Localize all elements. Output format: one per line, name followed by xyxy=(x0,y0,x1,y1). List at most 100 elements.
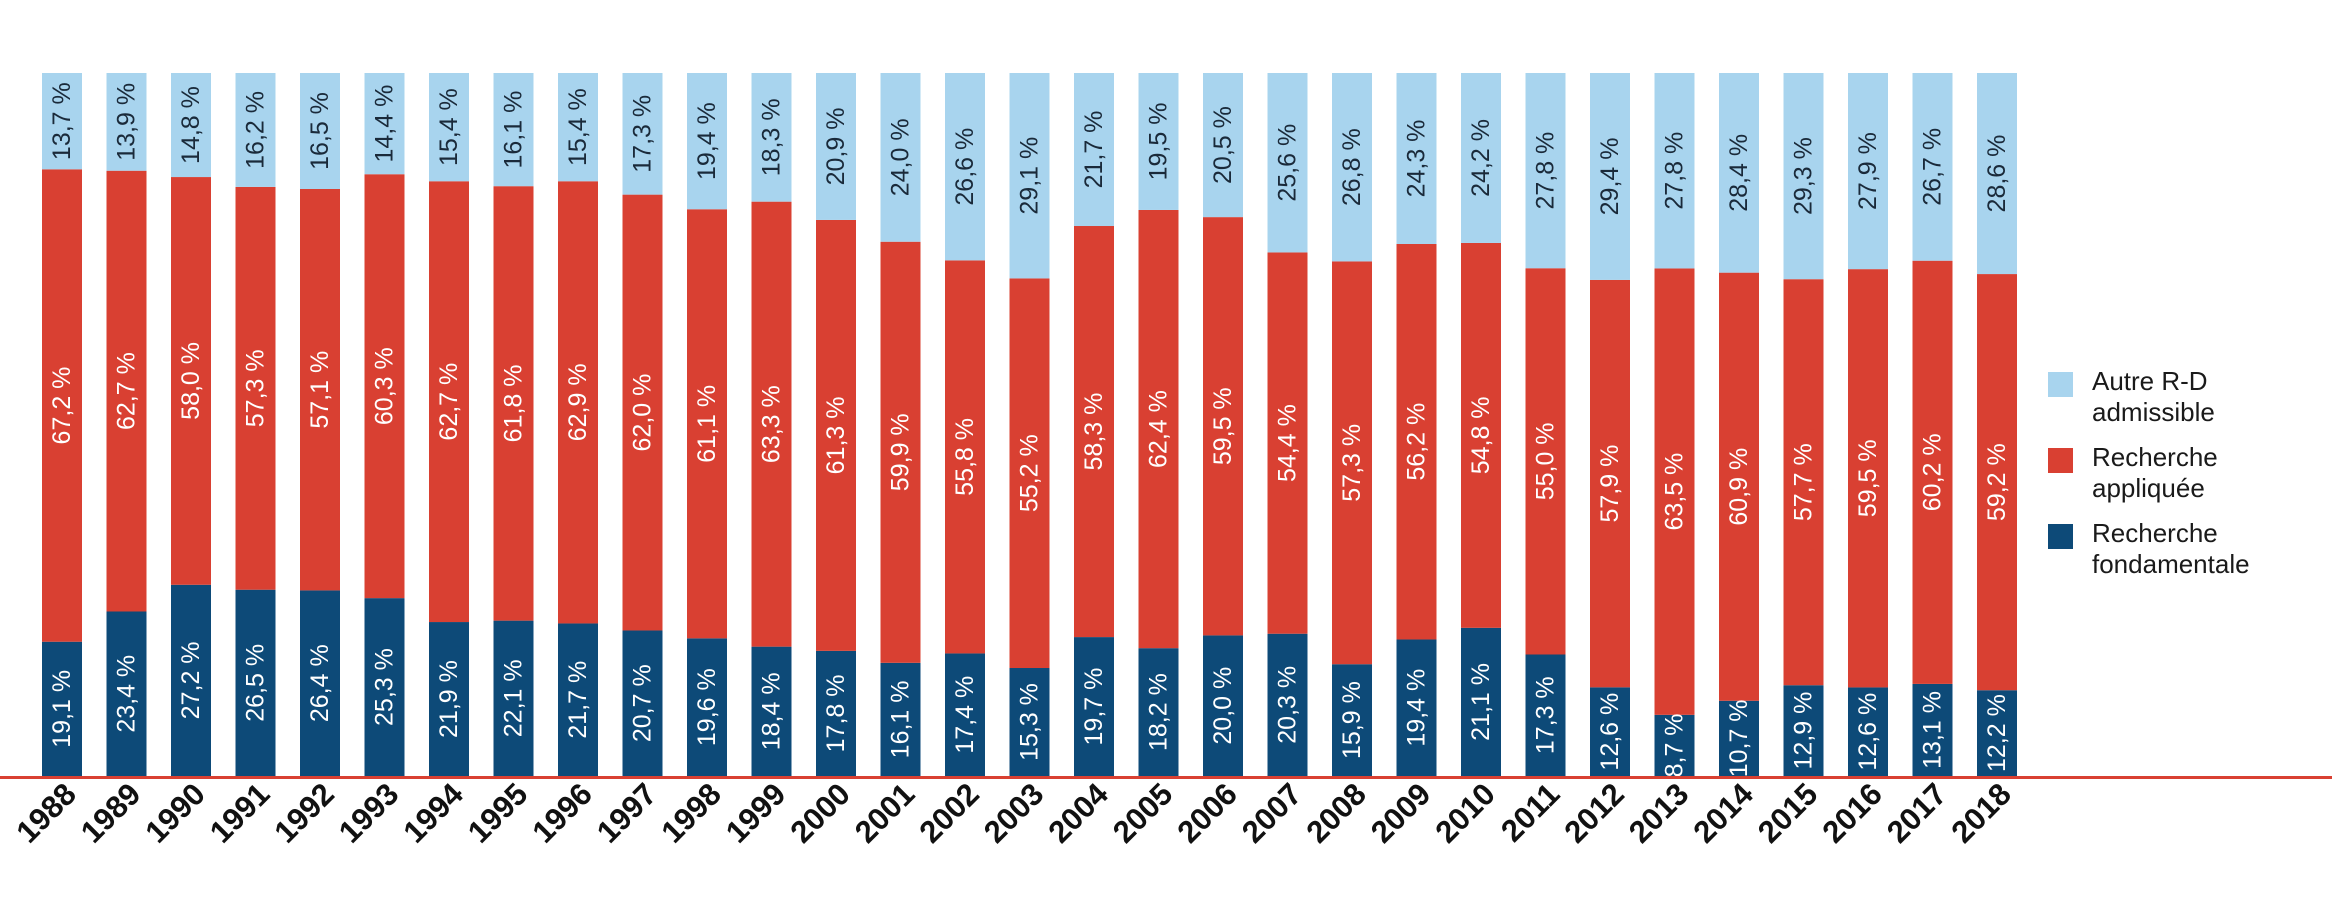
bar-value-label: 63,3 % xyxy=(758,385,786,463)
bar-segment-autre-r-d-admissible-1996 xyxy=(558,73,598,182)
bar-value-label: 26,6 % xyxy=(951,128,979,206)
bar-value-label: 62,7 % xyxy=(113,352,141,430)
x-tick-label-1991: 1991 xyxy=(203,776,277,850)
bar-segment-recherche-fondamentale-1989 xyxy=(106,611,147,776)
bar-value-label: 24,0 % xyxy=(887,118,915,196)
bar-segment-recherche-fondamentale-2013 xyxy=(1654,714,1695,776)
bar-value-label: 12,2 % xyxy=(1983,694,2011,772)
bar-segment-recherche-fondamentale-2014 xyxy=(1719,700,1759,776)
x-tick-label-2001: 2001 xyxy=(848,776,922,850)
bar-value-label: 55,8 % xyxy=(951,418,979,496)
bar-value-label: 25,6 % xyxy=(1274,124,1302,202)
bar-value-label: 62,9 % xyxy=(564,363,592,441)
x-tick-label-2000: 2000 xyxy=(783,776,857,850)
bar-value-label: 15,4 % xyxy=(435,88,463,166)
bar-value-label: 55,2 % xyxy=(1016,434,1044,512)
bar-segment-recherche-appliqu-e-2005 xyxy=(1138,209,1179,649)
bar-segment-recherche-appliqu-e-2000 xyxy=(816,219,856,651)
bar-segment-autre-r-d-admissible-2012 xyxy=(1590,73,1630,280)
bar-value-label: 17,8 % xyxy=(822,675,850,753)
bar-value-label: 14,8 % xyxy=(177,86,205,164)
bar-segment-recherche-appliqu-e-2006 xyxy=(1203,217,1243,636)
bar-segment-autre-r-d-admissible-1992 xyxy=(300,73,340,189)
bar-value-label: 20,0 % xyxy=(1209,667,1237,745)
bar-segment-recherche-appliqu-e-1993 xyxy=(364,174,405,599)
bar-segment-recherche-appliqu-e-1994 xyxy=(429,181,469,623)
bar-value-label: 19,7 % xyxy=(1080,668,1108,746)
bar-value-label: 17,3 % xyxy=(629,95,657,173)
bar-segment-autre-r-d-admissible-2011 xyxy=(1525,73,1566,269)
bar-value-label: 13,1 % xyxy=(1919,691,1947,769)
bar-value-label: 59,9 % xyxy=(887,413,915,491)
bar-value-label: 27,8 % xyxy=(1661,132,1689,210)
bar-value-label: 57,7 % xyxy=(1790,443,1818,521)
bar-value-label: 10,7 % xyxy=(1725,699,1753,777)
x-tick-label-1990: 1990 xyxy=(138,776,212,850)
bar-segment-recherche-appliqu-e-1999 xyxy=(751,201,792,647)
bar-value-label: 13,7 % xyxy=(48,82,76,160)
bar-value-label: 57,1 % xyxy=(306,351,334,429)
bar-value-label: 59,5 % xyxy=(1209,387,1237,465)
bar-value-label: 54,8 % xyxy=(1467,396,1495,474)
bar-segment-recherche-appliqu-e-1995 xyxy=(493,186,534,621)
bar-value-label: 16,1 % xyxy=(500,91,528,169)
legend-swatch xyxy=(2048,448,2073,473)
bar-segment-recherche-fondamentale-1994 xyxy=(429,622,469,776)
bar-value-label: 62,0 % xyxy=(629,374,657,452)
bar-segment-recherche-fondamentale-2001 xyxy=(880,662,921,776)
bar-segment-autre-r-d-admissible-1994 xyxy=(429,73,469,182)
bar-segment-recherche-appliqu-e-2001 xyxy=(880,241,921,663)
bar-segment-autre-r-d-admissible-1990 xyxy=(171,73,211,178)
bar-segment-autre-r-d-admissible-1991 xyxy=(235,73,276,187)
bar-value-label: 22,1 % xyxy=(500,659,528,737)
x-tick-label-2018: 2018 xyxy=(1944,776,2018,850)
bar-value-label: 19,4 % xyxy=(693,102,721,180)
bar-segment-recherche-fondamentale-2004 xyxy=(1074,637,1114,776)
x-tick-label-2015: 2015 xyxy=(1751,776,1825,850)
bar-value-label: 12,6 % xyxy=(1854,693,1882,771)
bar-segment-recherche-fondamentale-2003 xyxy=(1009,668,1050,776)
legend-swatch xyxy=(2048,372,2073,397)
bar-value-label: 27,2 % xyxy=(177,641,205,719)
bar-segment-recherche-appliqu-e-2002 xyxy=(945,260,985,654)
bar-segment-recherche-appliqu-e-2014 xyxy=(1719,272,1759,701)
bar-segment-recherche-appliqu-e-2015 xyxy=(1783,279,1824,686)
bar-segment-recherche-fondamentale-2012 xyxy=(1590,687,1630,776)
bar-value-label: 21,7 % xyxy=(1080,111,1108,189)
bar-value-label: 26,7 % xyxy=(1919,128,1947,206)
bar-segment-autre-r-d-admissible-1995 xyxy=(493,73,534,187)
bar-segment-autre-r-d-admissible-2007 xyxy=(1267,73,1308,253)
bar-segment-autre-r-d-admissible-2002 xyxy=(945,73,985,261)
bar-value-label: 20,5 % xyxy=(1209,106,1237,184)
bar-segment-recherche-appliqu-e-1991 xyxy=(235,186,276,590)
bar-segment-autre-r-d-admissible-2009 xyxy=(1396,73,1437,244)
bar-segment-recherche-fondamentale-1998 xyxy=(687,638,727,776)
x-tick-label-2014: 2014 xyxy=(1686,776,1760,850)
bars-group xyxy=(42,73,2017,776)
bar-value-label: 58,3 % xyxy=(1080,393,1108,471)
bar-segment-recherche-fondamentale-2006 xyxy=(1203,635,1243,776)
bar-segment-recherche-appliqu-e-2008 xyxy=(1332,261,1372,665)
bar-segment-autre-r-d-admissible-2001 xyxy=(880,73,921,242)
bar-value-label: 15,3 % xyxy=(1016,683,1044,761)
bar-segment-autre-r-d-admissible-1989 xyxy=(106,73,147,171)
bar-segment-recherche-appliqu-e-2009 xyxy=(1396,244,1437,640)
x-tick-label-1997: 1997 xyxy=(590,776,664,850)
x-tick-label-1999: 1999 xyxy=(719,776,793,850)
x-tick-label-2010: 2010 xyxy=(1428,776,1502,850)
bar-value-label: 62,4 % xyxy=(1145,390,1173,468)
bar-segment-recherche-fondamentale-1995 xyxy=(493,620,534,776)
bar-value-label: 12,9 % xyxy=(1790,692,1818,770)
bar-value-label: 26,5 % xyxy=(242,644,270,722)
bar-segment-recherche-fondamentale-2010 xyxy=(1461,627,1501,776)
bar-segment-autre-r-d-admissible-2014 xyxy=(1719,73,1759,273)
bar-value-label: 23,4 % xyxy=(113,655,141,733)
bar-value-label: 16,5 % xyxy=(306,92,334,170)
bar-value-label: 29,3 % xyxy=(1790,137,1818,215)
bar-segment-recherche-appliqu-e-2003 xyxy=(1009,278,1050,669)
bar-segment-autre-r-d-admissible-2017 xyxy=(1912,73,1953,261)
bar-value-label: 57,3 % xyxy=(1338,424,1366,502)
bar-segment-recherche-fondamentale-1991 xyxy=(235,589,276,776)
bar-segment-recherche-fondamentale-2000 xyxy=(816,650,856,776)
bar-segment-autre-r-d-admissible-2006 xyxy=(1203,73,1243,218)
